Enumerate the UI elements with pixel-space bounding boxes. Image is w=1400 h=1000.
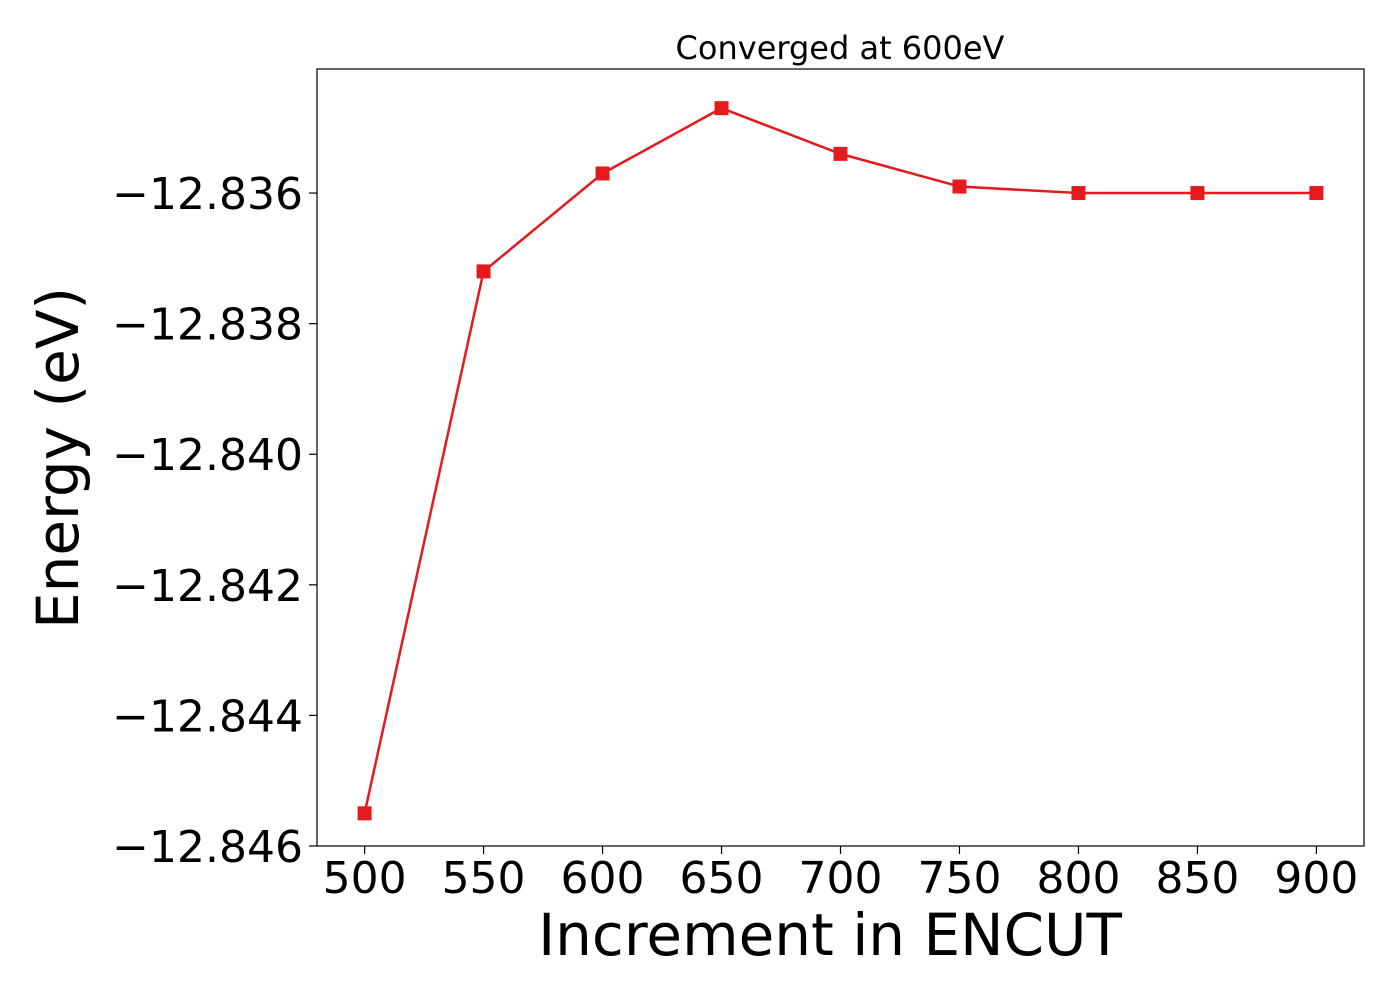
y-tick-label: −12.846 [112, 822, 303, 873]
data-point-marker [714, 101, 729, 116]
y-tick-label: −12.838 [112, 300, 303, 351]
data-point-marker [1190, 186, 1205, 201]
x-axis-label: Increment in ENCUT [538, 901, 1122, 969]
y-tick-label: −12.842 [112, 561, 303, 612]
y-tick-label: −12.840 [112, 430, 303, 481]
y-tick-label: −12.844 [112, 691, 303, 742]
data-point-marker [833, 146, 848, 161]
data-series [357, 101, 1324, 821]
y-axis: −12.836 −12.838 −12.840 −12.842 −12.844 −12.8… [112, 169, 317, 873]
x-tick-label: 900 [1274, 853, 1358, 904]
data-point-marker [952, 179, 967, 194]
data-point-marker [1071, 186, 1086, 201]
x-tick-label: 550 [442, 853, 526, 904]
y-axis-label: Energy (eV) [24, 287, 92, 629]
x-tick-label: 750 [917, 853, 1001, 904]
series-line [363, 106, 1317, 814]
chart-title: Converged at 600eV [676, 29, 1005, 67]
x-tick-label: 800 [1036, 853, 1120, 904]
plot-area-frame [316, 68, 1365, 847]
data-point-marker [595, 166, 610, 181]
x-tick-label: 500 [323, 853, 407, 904]
x-axis: 500 550 600 650 700 750 800 850 900 [323, 846, 1358, 904]
x-tick-label: 650 [680, 853, 764, 904]
data-point-marker [1309, 186, 1324, 201]
data-point-marker [476, 264, 491, 279]
x-tick-label: 700 [799, 853, 883, 904]
y-tick-label: −12.836 [112, 169, 303, 220]
x-tick-label: 600 [561, 853, 645, 904]
data-point-marker [357, 806, 372, 821]
x-tick-label: 850 [1155, 853, 1239, 904]
